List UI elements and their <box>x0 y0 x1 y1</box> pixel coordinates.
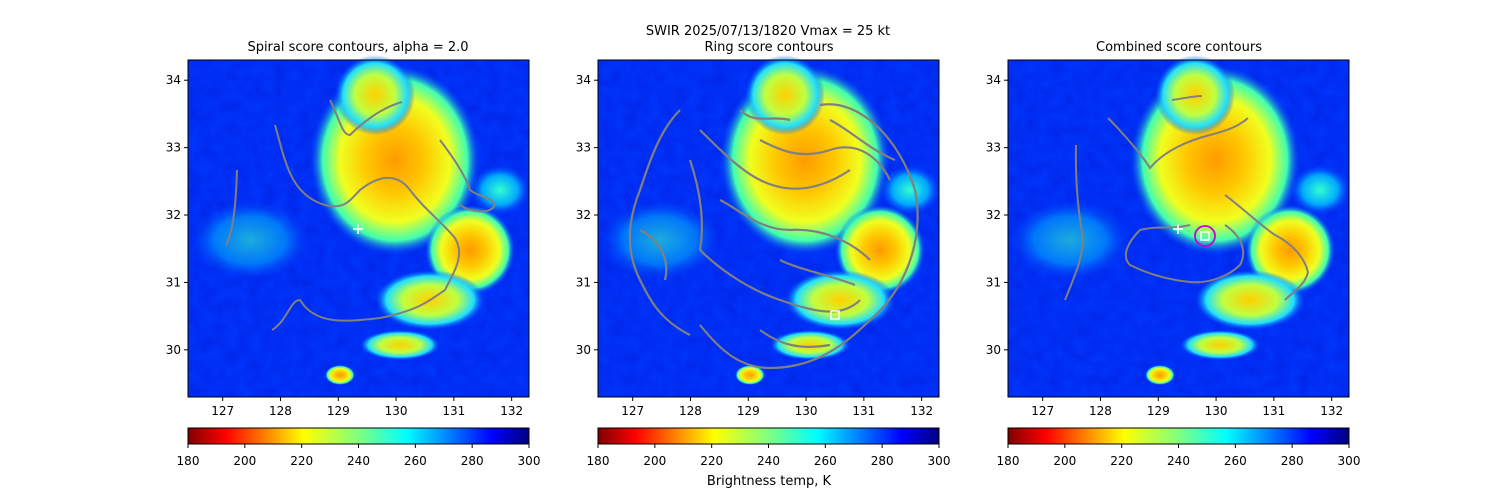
y-tick-label: 30 <box>986 343 1001 357</box>
y-tick-label: 33 <box>986 141 1001 155</box>
colorbar-tick-label: 240 <box>347 454 370 468</box>
y-tick-label: 32 <box>166 208 181 222</box>
x-tick-label: 131 <box>442 404 465 418</box>
score-contours <box>225 99 497 331</box>
colorbar-tick-label: 240 <box>757 454 780 468</box>
colorbar-tick-label: 300 <box>1338 454 1361 468</box>
y-axis: 30 31 32 33 34 <box>576 73 598 357</box>
y-tick-label: 34 <box>576 73 591 87</box>
colorbar-tick-label: 280 <box>1281 454 1304 468</box>
colorbar-tick-label: 220 <box>1110 454 1133 468</box>
panel-spiral: Spiral score contours, alpha = 2.0 127 12… <box>166 40 541 468</box>
y-tick-label: 30 <box>576 343 591 357</box>
x-axis: 127 128 129 130 131 132 <box>621 397 933 418</box>
x-tick-label: 127 <box>621 404 644 418</box>
x-axis: 127 128 129 130 131 132 <box>211 397 523 418</box>
y-tick-label: 31 <box>576 275 591 289</box>
x-tick-label: 132 <box>910 404 933 418</box>
y-axis: 30 31 32 33 34 <box>166 73 188 357</box>
x-tick-label: 131 <box>852 404 875 418</box>
markers <box>353 224 363 234</box>
x-axis: 127 128 129 130 131 132 <box>1031 397 1343 418</box>
figure-suptitle: SWIR 2025/07/13/1820 Vmax = 25 kt <box>646 24 890 39</box>
x-tick-label: 128 <box>679 404 702 418</box>
colorbar-tick-label: 260 <box>404 454 427 468</box>
colorbar-tick-label: 180 <box>997 454 1020 468</box>
y-tick-label: 31 <box>986 275 1001 289</box>
y-tick-label: 30 <box>166 343 181 357</box>
x-tick-label: 128 <box>269 404 292 418</box>
x-tick-label: 129 <box>737 404 760 418</box>
plot-frame <box>187 59 530 398</box>
plot-frame <box>597 59 940 398</box>
x-tick-label: 132 <box>500 404 523 418</box>
markers <box>830 310 840 320</box>
x-tick-label: 130 <box>795 404 818 418</box>
colorbar-tick-label: 180 <box>177 454 200 468</box>
combined-center-circle-icon <box>1194 225 1216 247</box>
colorbar-label: Brightness temp, K <box>707 474 832 489</box>
panel-title: Ring score contours <box>704 40 833 55</box>
x-tick-label: 129 <box>1147 404 1170 418</box>
colorbar-tick-label: 280 <box>461 454 484 468</box>
panel-title: Combined score contours <box>1096 40 1262 55</box>
x-tick-label: 129 <box>327 404 350 418</box>
score-contours <box>628 103 919 370</box>
x-tick-label: 131 <box>1262 404 1285 418</box>
y-tick-label: 32 <box>576 208 591 222</box>
panel-title: Spiral score contours, alpha = 2.0 <box>247 40 468 55</box>
y-tick-label: 33 <box>166 141 181 155</box>
y-axis: 30 31 32 33 34 <box>986 73 1008 357</box>
colorbar-tick-label: 200 <box>233 454 256 468</box>
panel-ring: Ring score contours <box>576 40 951 489</box>
x-tick-label: 130 <box>1205 404 1228 418</box>
center-estimate-plus-icon <box>1173 224 1183 234</box>
colorbar-tick-label: 300 <box>928 454 951 468</box>
combined-center-square-icon <box>1200 231 1210 241</box>
colorbar-tick-label: 220 <box>700 454 723 468</box>
x-tick-label: 127 <box>1031 404 1054 418</box>
markers <box>1173 224 1216 247</box>
colorbar-tick-label: 280 <box>871 454 894 468</box>
colorbar-tick-label: 240 <box>1167 454 1190 468</box>
y-tick-label: 33 <box>576 141 591 155</box>
colorbar-tick-label: 260 <box>814 454 837 468</box>
colorbar: 180 200 220 240 260 280 300 <box>997 427 1361 468</box>
colorbar: 180 200 220 240 260 280 300 <box>177 427 541 468</box>
colorbar-tick-label: 200 <box>1053 454 1076 468</box>
x-tick-label: 127 <box>211 404 234 418</box>
satellite-image <box>188 55 530 397</box>
x-tick-label: 128 <box>1089 404 1112 418</box>
score-contours <box>1064 95 1310 301</box>
y-tick-label: 34 <box>166 73 181 87</box>
center-estimate-plus-icon <box>353 224 363 234</box>
y-tick-label: 34 <box>986 73 1001 87</box>
panel-combined: Combined score contours 127 128 129 13 <box>986 40 1361 468</box>
plot-frame <box>1007 59 1350 398</box>
ring-center-square-icon <box>830 310 840 320</box>
colorbar-tick-label: 200 <box>643 454 666 468</box>
colorbar: 180 200 220 240 260 280 300 Brightness temp, K <box>587 427 951 489</box>
colorbar-tick-label: 300 <box>518 454 541 468</box>
satellite-image <box>598 55 940 397</box>
y-tick-label: 31 <box>166 275 181 289</box>
colorbar-tick-label: 220 <box>290 454 313 468</box>
x-tick-label: 132 <box>1320 404 1343 418</box>
x-tick-label: 130 <box>385 404 408 418</box>
y-tick-label: 32 <box>986 208 1001 222</box>
colorbar-tick-label: 260 <box>1224 454 1247 468</box>
colorbar-tick-label: 180 <box>587 454 610 468</box>
